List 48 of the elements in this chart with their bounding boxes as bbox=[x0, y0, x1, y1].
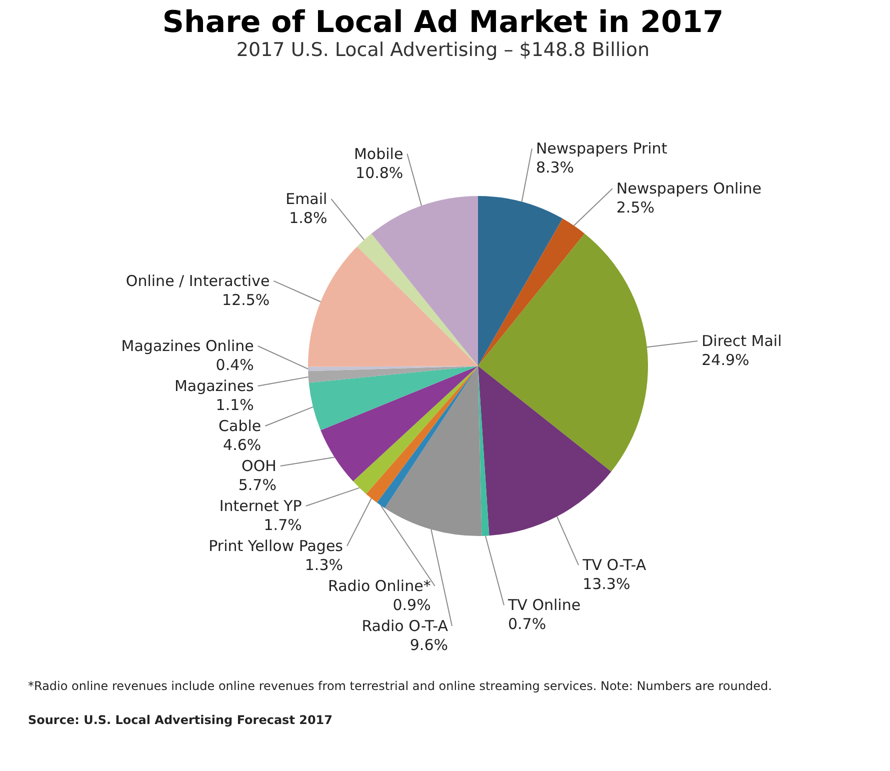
pie-slice bbox=[478, 234, 648, 472]
slice-label: Cable bbox=[218, 417, 262, 435]
data-label: 8.3% bbox=[536, 158, 574, 177]
data-label: 1.7% bbox=[264, 516, 302, 534]
slice-label: Direct Mail bbox=[702, 332, 782, 350]
data-label: 4.6% bbox=[223, 436, 262, 454]
data-label: 1.1% bbox=[216, 396, 254, 414]
slice-label: OOH bbox=[242, 457, 276, 475]
data-label: 1.3% bbox=[304, 556, 343, 574]
data-label: 9.6% bbox=[410, 636, 448, 654]
slice-label: Magazines bbox=[174, 377, 254, 395]
pie-slice bbox=[478, 196, 563, 366]
data-label: 10.8% bbox=[356, 164, 404, 182]
data-label: 5.7% bbox=[238, 476, 276, 494]
slice-label: TV Online bbox=[507, 596, 581, 614]
pie-slice bbox=[478, 218, 585, 366]
slice-label: Email bbox=[286, 190, 328, 208]
pie-slice bbox=[357, 234, 478, 366]
data-label: 2.5% bbox=[616, 198, 654, 217]
data-label: 13.3% bbox=[582, 575, 630, 594]
slice-label: Internet YP bbox=[219, 497, 302, 515]
data-label: 24.9% bbox=[702, 350, 750, 369]
pie-slice bbox=[371, 196, 478, 366]
pie-slice bbox=[478, 366, 612, 536]
data-label: 1.8% bbox=[289, 208, 328, 227]
slice-label: Newspapers Online bbox=[616, 180, 762, 198]
pie-slice bbox=[353, 366, 478, 494]
source-note: Source: U.S. Local Advertising Forecast 2017 bbox=[28, 713, 332, 727]
data-label: 0.7% bbox=[508, 615, 546, 634]
chart-title: Share of Local Ad Market in 2017 bbox=[162, 5, 724, 40]
slice-label: Magazines Online bbox=[121, 337, 254, 355]
pie-slice bbox=[320, 366, 478, 482]
pie-slice bbox=[384, 366, 482, 536]
slice-label: Mobile bbox=[354, 144, 404, 163]
text: *Radio online revenues include online revenues from terrestrial and online streaming services. Note: Numbers are rounded. bbox=[28, 679, 772, 693]
slice-label: Radio O-T-A bbox=[362, 617, 449, 635]
slice-label: TV O-T-A bbox=[582, 556, 647, 574]
pie-slice bbox=[308, 366, 478, 383]
data-label: 0.4% bbox=[216, 356, 254, 374]
data-label: 0.9% bbox=[392, 596, 431, 614]
slice-label: Print Yellow Pages bbox=[208, 537, 344, 555]
slice-label: Radio Online* bbox=[328, 577, 432, 595]
data-label: 12.5% bbox=[222, 290, 270, 309]
pie-slice bbox=[308, 366, 478, 430]
slice-label: Online / Interactive bbox=[126, 272, 270, 290]
slice-label: Newspapers Print bbox=[536, 140, 668, 158]
chart-subtitle: 2017 U.S. Local Advertising – $148.8 Billion bbox=[236, 39, 650, 61]
pie-slice bbox=[308, 246, 478, 367]
